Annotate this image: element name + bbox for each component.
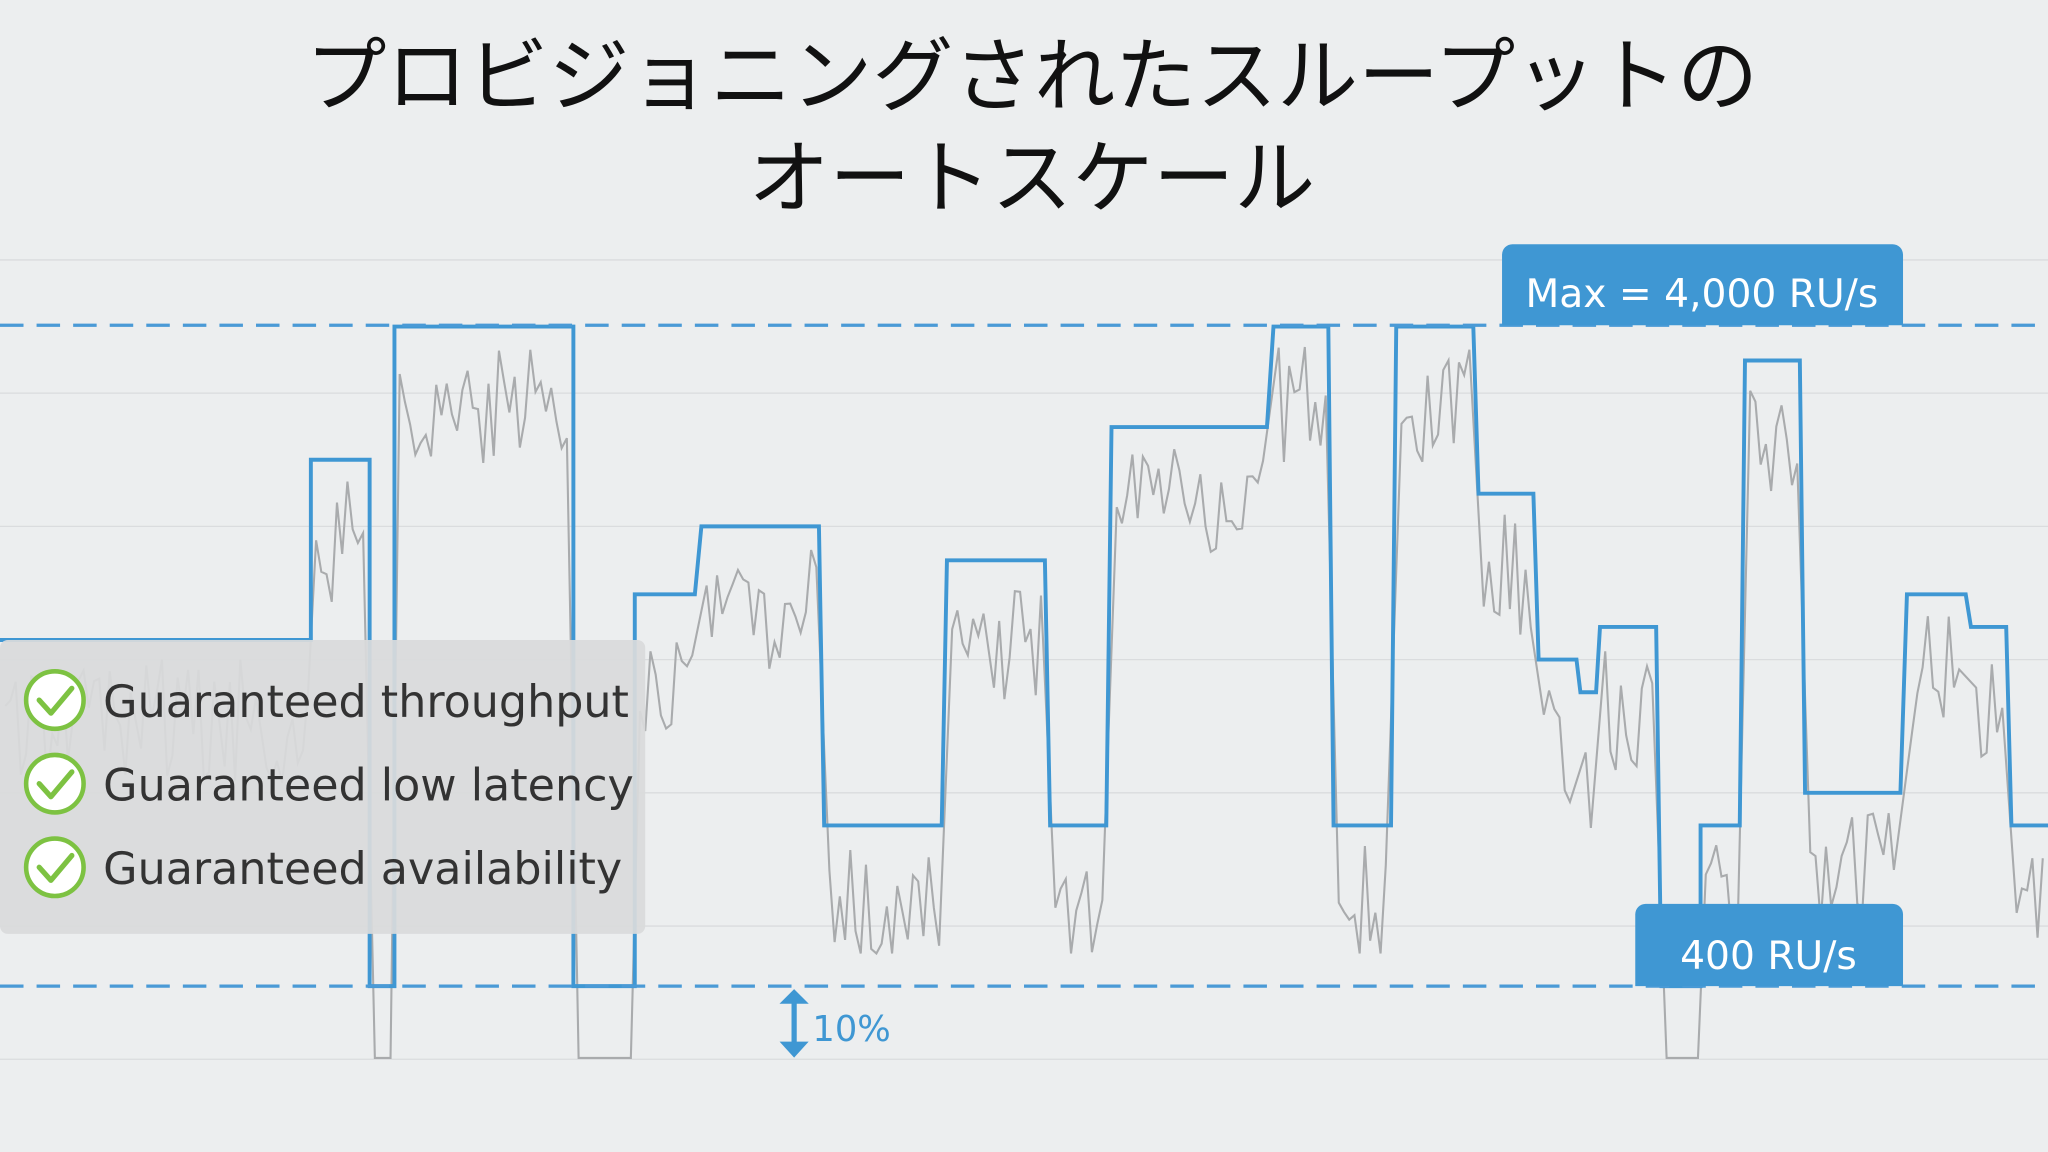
feature-text: Guaranteed low latency (103, 761, 634, 812)
usage (4, 346, 2044, 1060)
min-badge (1635, 903, 1904, 987)
max-badge (1502, 244, 1904, 326)
headroom-arrow (779, 989, 809, 1058)
provisioned-line (0, 324, 2048, 989)
check-mark (36, 685, 75, 716)
check-icon (23, 836, 86, 899)
check-mark (36, 852, 75, 883)
max-label: Max = 4,000 RU/s (1525, 272, 1878, 317)
check-mark (36, 769, 75, 800)
feature-panel (0, 640, 646, 934)
usage-line (4, 346, 2044, 1060)
feature-list: Guaranteed throughput Guaranteed low late… (23, 669, 634, 899)
check-icon (23, 669, 86, 732)
title-line: オートスケール (748, 132, 1315, 226)
feature-text: Guaranteed throughput (103, 677, 629, 728)
headroom-label: 10% (812, 1009, 890, 1050)
check-icon (23, 752, 86, 815)
title-line: プロビジョニングされたスループットの (306, 30, 1759, 124)
feature-text: Guaranteed availability (103, 844, 622, 895)
min-label: 400 RU/s (1680, 934, 1857, 979)
